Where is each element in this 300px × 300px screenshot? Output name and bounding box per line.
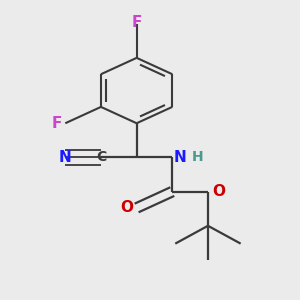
Text: C: C bbox=[96, 150, 106, 164]
Text: O: O bbox=[212, 184, 225, 199]
Text: O: O bbox=[120, 200, 133, 215]
Text: N: N bbox=[59, 150, 72, 165]
Text: H: H bbox=[192, 150, 203, 164]
Text: F: F bbox=[52, 116, 62, 131]
Text: N: N bbox=[173, 150, 186, 165]
Text: F: F bbox=[131, 15, 142, 30]
